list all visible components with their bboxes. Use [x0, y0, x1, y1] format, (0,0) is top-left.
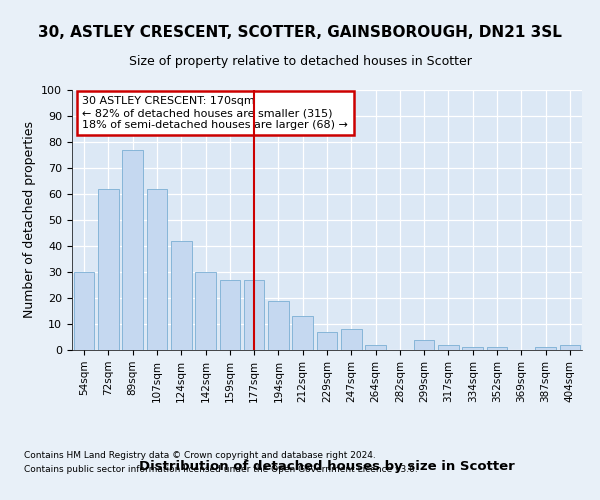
Bar	[317, 332, 337, 350]
Bar	[463, 348, 483, 350]
Bar	[535, 348, 556, 350]
Bar	[195, 272, 216, 350]
Bar	[122, 150, 143, 350]
Bar	[487, 348, 508, 350]
Bar	[365, 345, 386, 350]
Bar	[414, 340, 434, 350]
Text: Contains HM Land Registry data © Crown copyright and database right 2024.: Contains HM Land Registry data © Crown c…	[24, 450, 376, 460]
Bar	[146, 189, 167, 350]
Bar	[171, 241, 191, 350]
Bar	[341, 329, 362, 350]
Bar	[74, 272, 94, 350]
Bar	[292, 316, 313, 350]
Text: 30, ASTLEY CRESCENT, SCOTTER, GAINSBOROUGH, DN21 3SL: 30, ASTLEY CRESCENT, SCOTTER, GAINSBOROU…	[38, 25, 562, 40]
Bar	[438, 345, 459, 350]
Bar	[244, 280, 265, 350]
Bar	[220, 280, 240, 350]
X-axis label: Distribution of detached houses by size in Scotter: Distribution of detached houses by size …	[139, 460, 515, 473]
Text: Size of property relative to detached houses in Scotter: Size of property relative to detached ho…	[128, 55, 472, 68]
Y-axis label: Number of detached properties: Number of detached properties	[23, 122, 36, 318]
Bar	[98, 189, 119, 350]
Bar	[268, 300, 289, 350]
Text: Contains public sector information licensed under the Open Government Licence v3: Contains public sector information licen…	[24, 466, 418, 474]
Text: 30 ASTLEY CRESCENT: 170sqm
← 82% of detached houses are smaller (315)
18% of sem: 30 ASTLEY CRESCENT: 170sqm ← 82% of deta…	[82, 96, 348, 130]
Bar	[560, 345, 580, 350]
